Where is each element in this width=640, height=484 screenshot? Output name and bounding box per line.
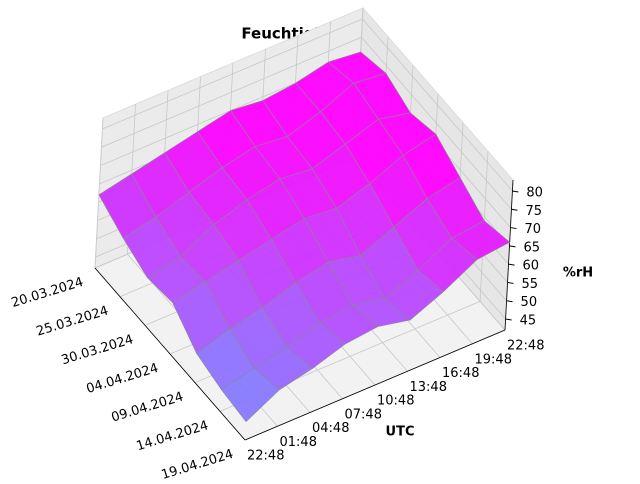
z-tick <box>509 245 516 248</box>
x-tick-label: 19:48 <box>475 352 512 367</box>
z-tick <box>510 227 517 230</box>
z-tick-label: 50 <box>521 295 538 310</box>
x-axis-label: UTC <box>386 425 415 440</box>
y-tick-label: 25.03.2024 <box>35 303 111 339</box>
z-tick-label: 60 <box>523 259 540 274</box>
grid-line <box>361 37 512 210</box>
z-tick-label: 75 <box>525 204 542 219</box>
z-tick <box>505 318 512 321</box>
wall-grid-line <box>94 117 104 269</box>
y-tick-label: 19.04.2024 <box>160 447 236 480</box>
z-tick <box>506 300 513 303</box>
axis-line <box>504 179 514 331</box>
grid-line <box>102 18 363 130</box>
surface-patch <box>220 367 280 423</box>
z-tick <box>512 190 519 193</box>
y-tick-label: 04.04.2024 <box>85 361 161 397</box>
z-tick-label: 80 <box>526 185 543 200</box>
x-tick-label: 01:48 <box>280 435 317 450</box>
x-tick-label: 22:48 <box>507 339 544 354</box>
z-tick <box>507 281 514 284</box>
y-tick-label: 09.04.2024 <box>110 389 186 425</box>
z-tick <box>511 208 518 211</box>
z-tick-label: 45 <box>520 314 537 329</box>
y-tick-label: 14.04.2024 <box>135 418 211 454</box>
z-tick-label: 70 <box>524 222 541 237</box>
z-tick-label: 65 <box>523 240 540 255</box>
axis-line <box>94 267 246 441</box>
z-tick <box>508 263 515 266</box>
axis-line <box>244 329 506 441</box>
x-tick-label: 10:48 <box>377 394 414 409</box>
x-tick-label: 13:48 <box>410 380 447 395</box>
z-axis-label: %rH <box>563 266 593 281</box>
z-tick-label: 55 <box>522 277 539 292</box>
x-tick-label: 07:48 <box>345 407 382 422</box>
x-tick-label: 16:48 <box>442 366 479 381</box>
y-tick-label: 30.03.2024 <box>60 332 136 368</box>
x-tick-label: 22:48 <box>247 449 284 464</box>
grid-line <box>362 18 513 192</box>
grid-line <box>101 36 362 148</box>
x-tick-label: 04:48 <box>312 421 349 436</box>
y-tick-label: 20.03.2024 <box>10 275 86 311</box>
